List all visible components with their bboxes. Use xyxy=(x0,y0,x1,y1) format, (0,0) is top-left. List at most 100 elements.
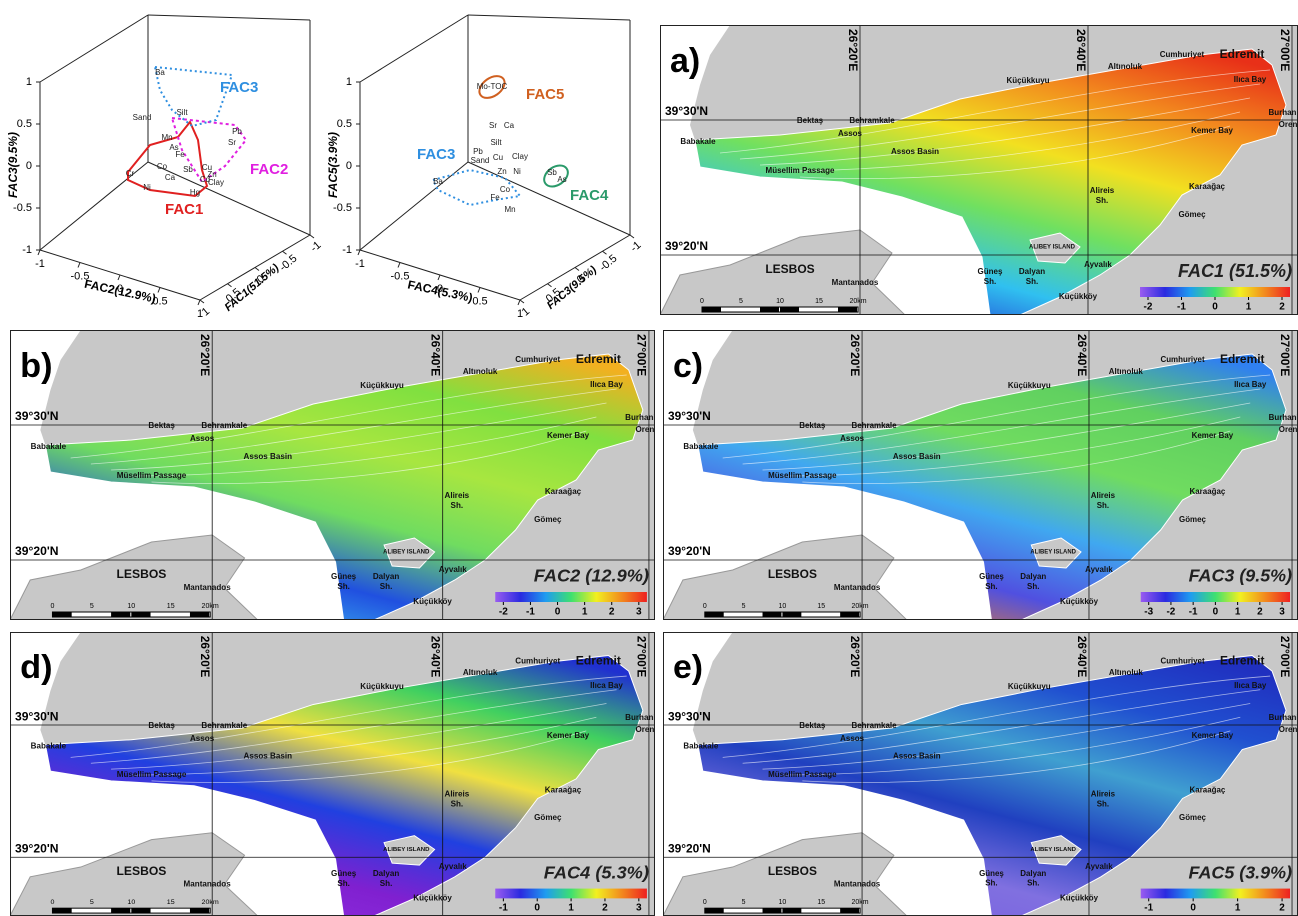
group-label: FAC3 xyxy=(220,79,258,96)
box-edge xyxy=(360,162,468,250)
scale-bar-segment xyxy=(705,908,724,913)
longitude-label: 26°40'E xyxy=(1075,334,1089,376)
element-label: Mn xyxy=(504,205,515,214)
place-label: Gömeç xyxy=(1179,515,1207,524)
scale-label: 0 xyxy=(700,298,704,305)
place-label: Karaağaç xyxy=(1190,487,1226,496)
place-label: Karaağaç xyxy=(545,786,582,795)
place-label: Mantanados xyxy=(184,880,232,889)
colorbar xyxy=(1141,889,1290,899)
place-label: Behramkale xyxy=(201,721,247,730)
scatter-3d: 10.50-0.5-1-1-0.500.5110.50-0.5-1FAC3(9.… xyxy=(6,15,323,320)
factor-title: FAC5 (3.9%) xyxy=(1189,863,1293,883)
figure: 10.50-0.5-1-1-0.500.5110.50-0.5-1FAC3(9.… xyxy=(0,0,1298,916)
colorbar xyxy=(1141,592,1290,602)
x-tick-label: -1 xyxy=(35,258,45,270)
scale-bar-segment xyxy=(52,908,71,913)
place-label: ALIBEY ISLAND xyxy=(1030,550,1076,556)
element-label: Pb xyxy=(232,127,242,136)
place-label: Dalyan xyxy=(1019,267,1045,276)
place-label: Altınoluk xyxy=(1109,668,1144,677)
tick-mark xyxy=(198,300,200,305)
scale-bar-segment xyxy=(838,307,857,312)
z-tick-label: -0.5 xyxy=(333,202,352,214)
scale-label: 5 xyxy=(742,899,746,906)
place-label: Bektaş xyxy=(148,421,175,430)
z-axis-label: FAC5(3.9%) xyxy=(326,132,340,198)
colorbar-tick-label: 1 xyxy=(1246,302,1252,313)
place-label: Güneş xyxy=(979,869,1004,878)
scale-bar-segment xyxy=(190,612,209,617)
element-label: Fe xyxy=(490,193,500,202)
place-label: Küçükkuyu xyxy=(360,381,404,390)
scale-label: 0 xyxy=(50,899,54,906)
element-label: Sb xyxy=(547,168,557,177)
longitude-label: 26°20'E xyxy=(846,29,860,71)
latitude-label: 39°30'N xyxy=(15,409,58,423)
place-label: LESBOS xyxy=(768,567,817,581)
place-label: Sh. xyxy=(380,879,393,888)
place-label: Mantanados xyxy=(184,583,232,592)
place-label: Assos Basin xyxy=(891,147,939,156)
box-edge xyxy=(148,15,310,20)
scale-bar-segment xyxy=(131,908,150,913)
place-label: ALIBEY ISLAND xyxy=(383,550,430,556)
panel-label: e) xyxy=(673,649,703,686)
colorbar-tick-label: 1 xyxy=(1235,607,1241,618)
scale-bar-segment xyxy=(840,612,859,617)
latitude-label: 39°20'N xyxy=(668,544,711,558)
scale-label: 5 xyxy=(742,603,746,610)
colorbar-tick-label: 0 xyxy=(555,607,561,618)
element-label: Silt xyxy=(176,108,188,117)
place-label: Ören xyxy=(1279,120,1298,129)
place-label: Behramkale xyxy=(849,116,895,125)
scale-label: 0 xyxy=(50,603,54,610)
colorbar-tick-label: -3 xyxy=(1144,607,1153,618)
place-label: Güneş xyxy=(978,267,1003,276)
scale-label: 0 xyxy=(703,603,707,610)
tick-mark xyxy=(548,284,552,287)
place-label: Edremit xyxy=(576,352,621,366)
scale-label: 20km xyxy=(202,899,219,906)
element-label: As xyxy=(557,175,566,184)
y-tick-label: -1 xyxy=(628,239,643,254)
place-label: LESBOS xyxy=(765,262,814,276)
element-label: Sand xyxy=(133,113,152,122)
colorbar-tick-label: 0 xyxy=(534,903,540,914)
place-label: Ayvalık xyxy=(1084,260,1112,269)
place-label: Küçükköy xyxy=(1059,292,1098,301)
z-tick-label: -0.5 xyxy=(13,202,32,214)
place-label: Edremit xyxy=(1220,352,1264,366)
colorbar-tick-label: -1 xyxy=(1177,302,1186,313)
element-label: Hg xyxy=(190,188,200,197)
place-label: Güneş xyxy=(331,869,357,878)
x-tick-label: -0.5 xyxy=(391,270,410,282)
scale-bar-segment xyxy=(131,612,150,617)
element-label: Pb xyxy=(473,147,483,156)
place-label: Karaağaç xyxy=(1190,786,1226,795)
place-label: Burhaniye xyxy=(1269,713,1298,722)
place-label: Müsellim Passage xyxy=(768,471,837,480)
place-label: Ayvalık xyxy=(439,862,468,871)
scale-label: 15 xyxy=(817,899,825,906)
longitude-label: 26°20'E xyxy=(848,334,862,376)
place-label: Dalyan xyxy=(1020,869,1046,878)
colorbar-tick-label: 2 xyxy=(1279,302,1285,313)
element-label: Zn xyxy=(497,167,506,176)
tick-mark xyxy=(78,263,80,268)
scale-label: 20km xyxy=(852,899,869,906)
place-label: Küçükkuyu xyxy=(1008,381,1051,390)
place-label: Sh. xyxy=(984,277,996,286)
place-label: Sh. xyxy=(1097,799,1109,808)
colorbar-tick-label: -2 xyxy=(1167,607,1176,618)
place-label: Sh. xyxy=(985,582,997,591)
scale-label: 15 xyxy=(815,298,823,305)
place-label: Ilıca Bay xyxy=(1234,380,1267,389)
place-label: Sh. xyxy=(1096,196,1108,205)
map-panel: 39°30'N39°20'N26°20'E26°40'E27°00'EEdrem… xyxy=(663,632,1298,916)
scale-label: 5 xyxy=(90,899,94,906)
tick-mark xyxy=(310,235,314,238)
colorbar xyxy=(495,592,647,602)
latitude-label: 39°20'N xyxy=(15,842,58,856)
